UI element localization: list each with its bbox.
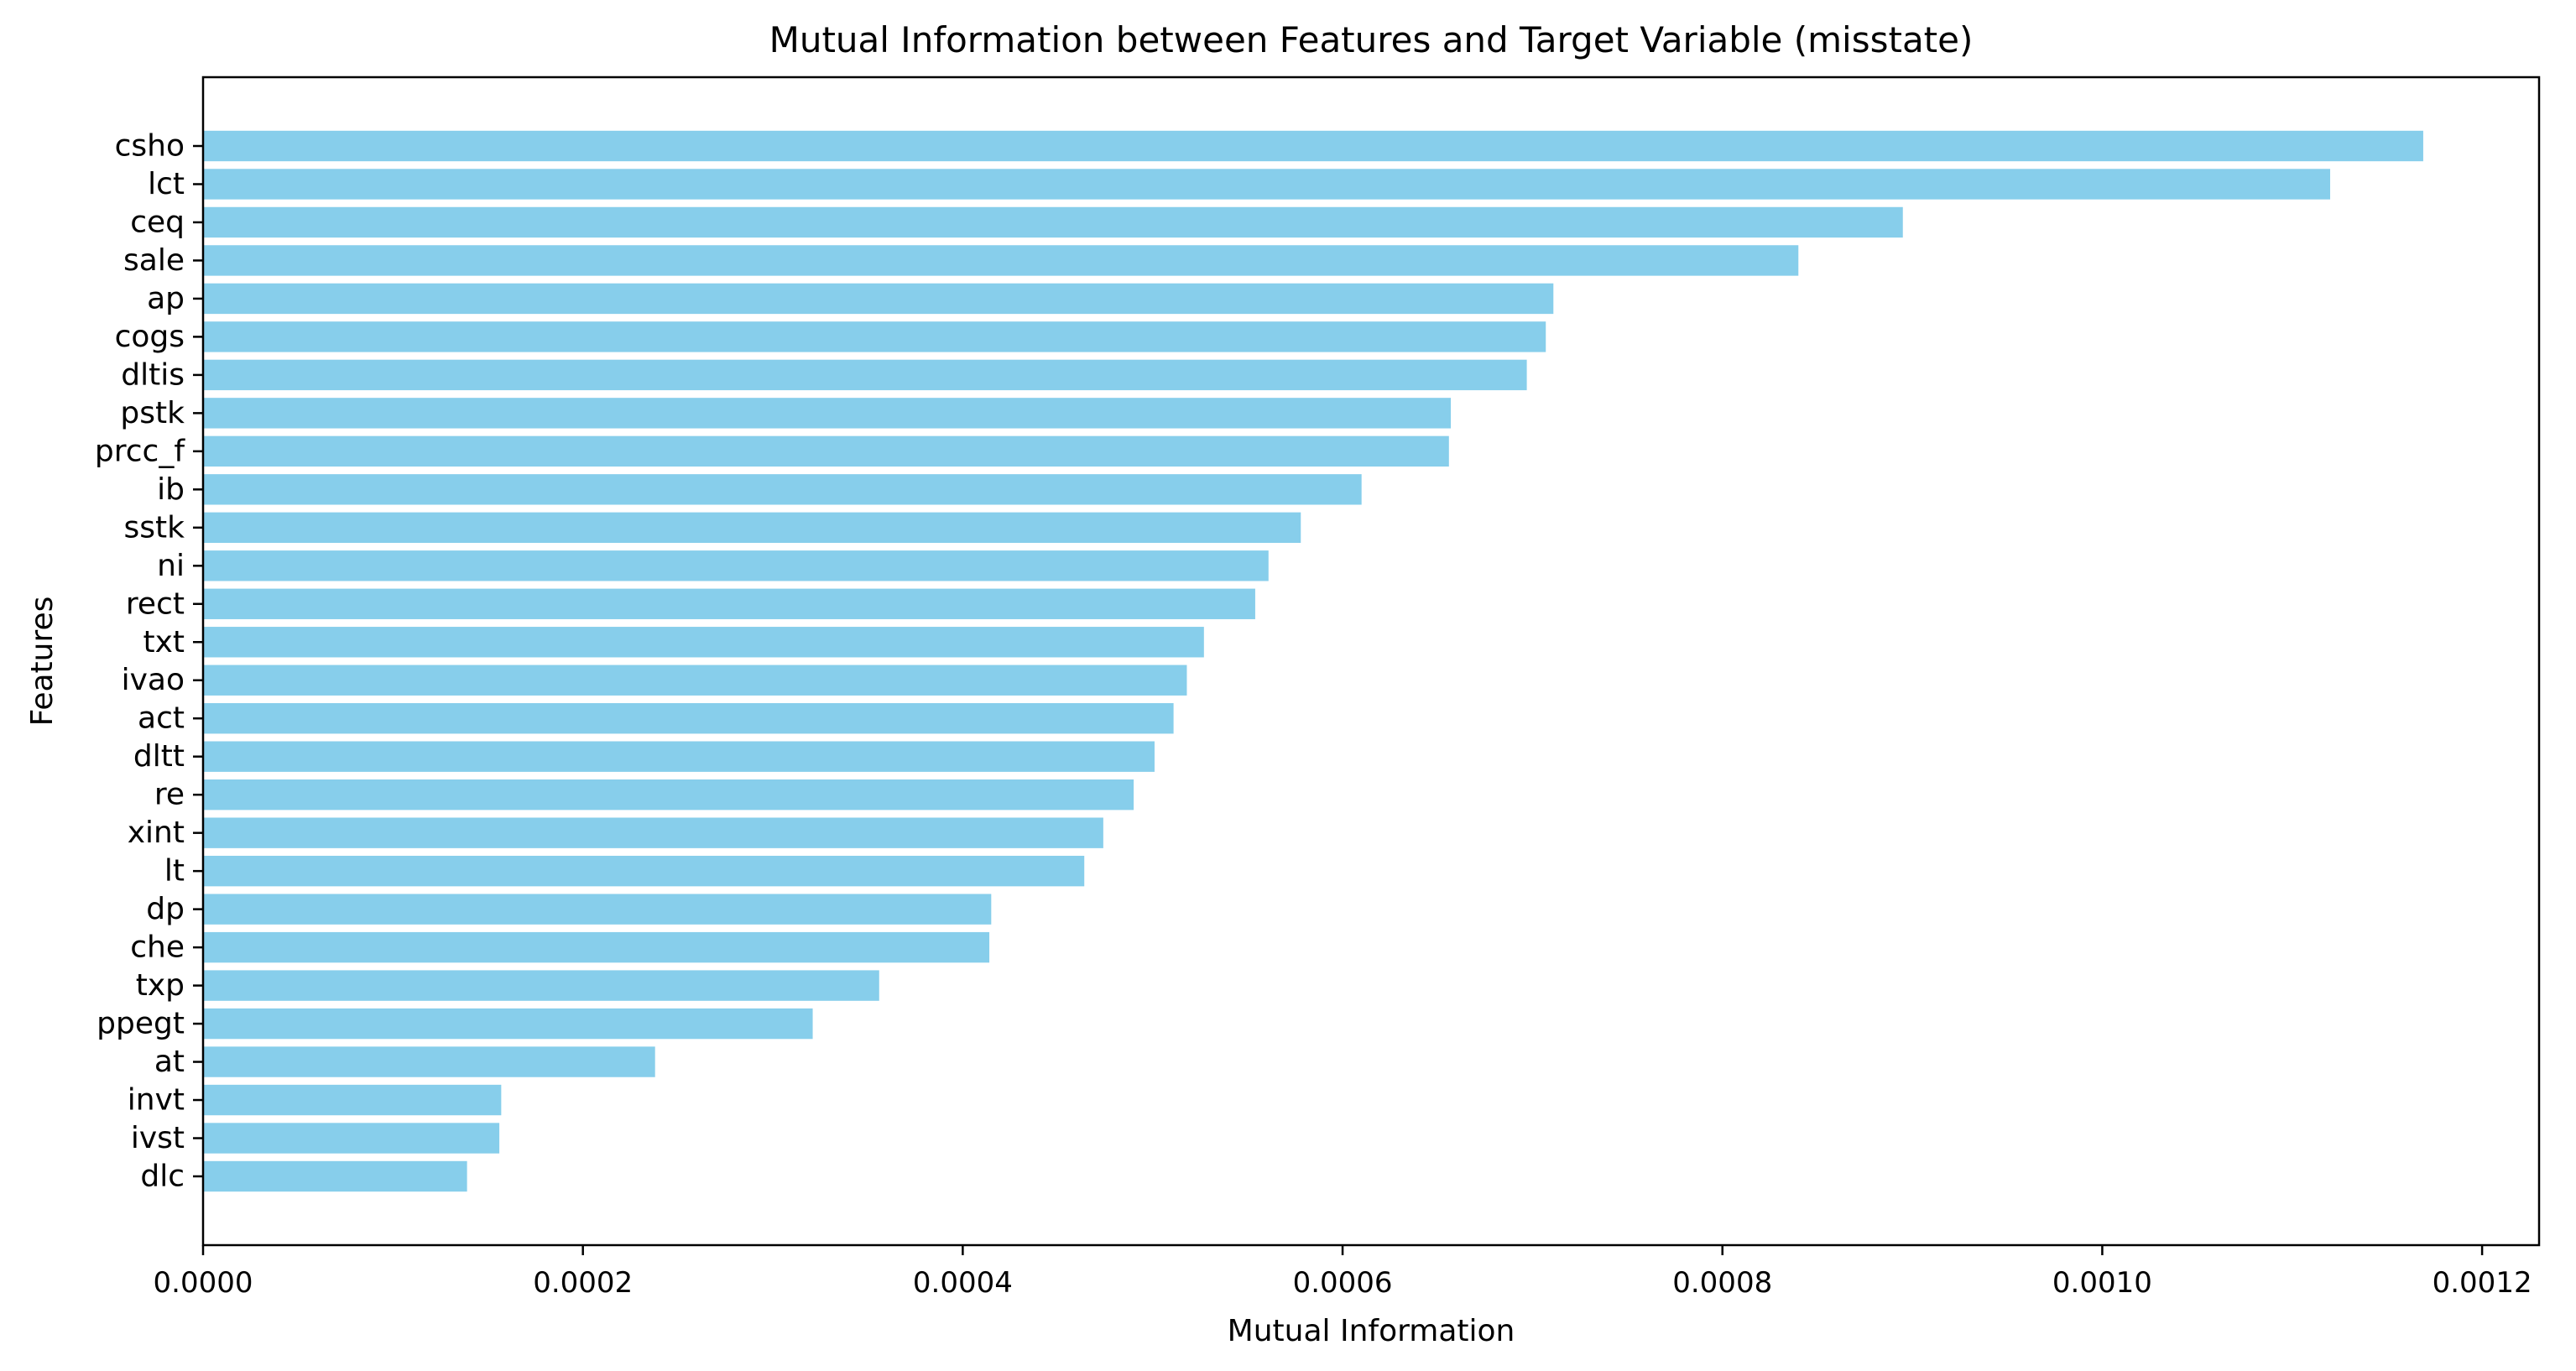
x-tick-label-1: 0.0002 — [533, 1266, 633, 1300]
category-label-at: at — [154, 1045, 185, 1079]
bar-txp — [203, 970, 879, 1001]
bar-invt — [203, 1084, 502, 1116]
category-label-pstk: pstk — [120, 396, 185, 430]
bar-ib — [203, 474, 1362, 505]
bar-ni — [203, 550, 1269, 581]
bar-ap — [203, 283, 1554, 315]
category-label-ceq: ceq — [130, 205, 185, 239]
bar-csho — [203, 130, 2423, 162]
x-tick-label-4: 0.0008 — [1672, 1266, 1772, 1300]
bar-prcc-f — [203, 435, 1449, 467]
x-tick-label-5: 0.0010 — [2052, 1266, 2152, 1300]
bar-rect — [203, 588, 1255, 619]
category-label-che: che — [130, 931, 185, 965]
category-label-dlc: dlc — [140, 1160, 185, 1194]
bar-ceq — [203, 206, 1903, 238]
bar-ppegt — [203, 1008, 813, 1040]
x-tick-label-3: 0.0006 — [1293, 1266, 1393, 1300]
category-label-dltt: dltt — [133, 739, 185, 774]
category-label-prcc-f: prcc_f — [95, 434, 185, 468]
bar-xint — [203, 817, 1103, 848]
category-label-lt: lt — [164, 854, 185, 889]
bar-dlc — [203, 1160, 467, 1192]
bars-group — [203, 130, 2423, 1192]
x-ticks-group: 0.0000 0.0002 0.0004 0.0006 0.0008 0.0010 0.00… — [154, 1245, 2532, 1300]
plot-frame — [201, 76, 2541, 1247]
y-axis-label: Features — [25, 597, 60, 727]
category-label-invt: invt — [128, 1083, 185, 1118]
bar-at — [203, 1046, 655, 1077]
category-label-txp: txp — [136, 968, 185, 1003]
bar-che — [203, 931, 990, 963]
category-label-re: re — [154, 778, 185, 812]
category-label-lct: lct — [148, 167, 185, 201]
category-label-sale: sale — [123, 243, 185, 278]
category-label-rect: rect — [126, 586, 185, 621]
bar-dltt — [203, 741, 1155, 772]
bar-sale — [203, 245, 1799, 276]
bar-ivst — [203, 1123, 500, 1154]
category-label-xint: xint — [128, 816, 185, 850]
x-tick-label-0: 0.0000 — [154, 1266, 253, 1300]
bar-re — [203, 779, 1134, 811]
bar-sstk — [203, 512, 1301, 544]
x-axis-label: Mutual Information — [1228, 1314, 1515, 1348]
bar-act — [203, 703, 1174, 734]
category-label-sstk: sstk — [124, 510, 185, 545]
category-label-ni: ni — [157, 549, 185, 583]
category-label-ivao: ivao — [122, 663, 185, 697]
category-label-dltis: dltis — [121, 357, 185, 392]
x-tick-label-6: 0.0012 — [2433, 1266, 2532, 1300]
bar-lct — [203, 169, 2331, 200]
category-label-csho: csho — [115, 129, 185, 164]
bar-txt — [203, 627, 1204, 658]
bar-ivao — [203, 665, 1187, 696]
bar-pstk — [203, 398, 1452, 429]
x-tick-label-2: 0.0004 — [913, 1266, 1013, 1300]
bar-dp — [203, 894, 992, 925]
category-label-act: act — [138, 701, 185, 736]
category-label-ib: ib — [157, 472, 185, 507]
bar-dltis — [203, 359, 1527, 391]
category-label-ivst: ivst — [131, 1121, 185, 1155]
category-label-txt: txt — [143, 625, 185, 659]
category-label-dp: dp — [146, 892, 185, 926]
category-label-ppegt: ppegt — [96, 1007, 185, 1041]
category-label-cogs: cogs — [115, 320, 185, 354]
bar-lt — [203, 855, 1085, 887]
chart-title: Mutual Information between Features and … — [769, 19, 1974, 60]
bar-cogs — [203, 321, 1546, 352]
category-label-ap: ap — [147, 281, 185, 315]
